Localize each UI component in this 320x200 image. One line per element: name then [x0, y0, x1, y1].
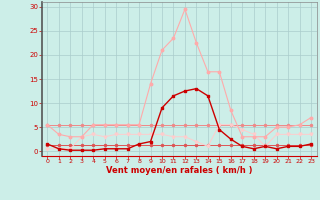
X-axis label: Vent moyen/en rafales ( km/h ): Vent moyen/en rafales ( km/h ) [106, 166, 252, 175]
